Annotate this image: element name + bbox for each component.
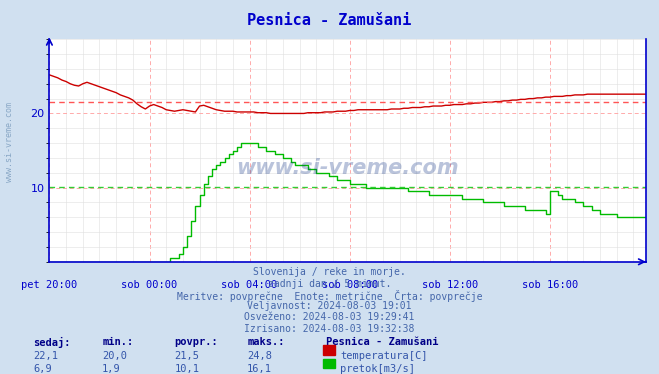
Text: Pesnica - Zamušani: Pesnica - Zamušani xyxy=(247,13,412,28)
Text: Slovenija / reke in morje.: Slovenija / reke in morje. xyxy=(253,267,406,278)
Text: sedaj:: sedaj: xyxy=(33,337,71,348)
Text: sob 08:00: sob 08:00 xyxy=(322,280,378,289)
Text: sob 16:00: sob 16:00 xyxy=(522,280,578,289)
Text: Meritve: povprečne  Enote: metrične  Črta: povprečje: Meritve: povprečne Enote: metrične Črta:… xyxy=(177,290,482,302)
Text: Izrisano: 2024-08-03 19:32:38: Izrisano: 2024-08-03 19:32:38 xyxy=(244,324,415,334)
Text: 20,0: 20,0 xyxy=(102,351,127,361)
Text: zadnji dan / 5 minut.: zadnji dan / 5 minut. xyxy=(268,279,391,289)
Text: www.si-vreme.com: www.si-vreme.com xyxy=(237,158,459,178)
Text: 1,9: 1,9 xyxy=(102,364,121,374)
Text: min.:: min.: xyxy=(102,337,133,347)
Text: Veljavnost: 2024-08-03 19:01: Veljavnost: 2024-08-03 19:01 xyxy=(247,301,412,311)
Text: sob 04:00: sob 04:00 xyxy=(221,280,277,289)
Text: povpr.:: povpr.: xyxy=(175,337,218,347)
Text: 22,1: 22,1 xyxy=(33,351,58,361)
Text: pretok[m3/s]: pretok[m3/s] xyxy=(340,364,415,374)
Text: 16,1: 16,1 xyxy=(247,364,272,374)
Text: sob 00:00: sob 00:00 xyxy=(121,280,178,289)
Text: Pesnica - Zamušani: Pesnica - Zamušani xyxy=(326,337,439,347)
Text: 21,5: 21,5 xyxy=(175,351,200,361)
Text: 24,8: 24,8 xyxy=(247,351,272,361)
Text: www.si-vreme.com: www.si-vreme.com xyxy=(5,102,14,182)
Text: pet 20:00: pet 20:00 xyxy=(21,280,78,289)
Text: sob 12:00: sob 12:00 xyxy=(422,280,478,289)
Text: Osveženo: 2024-08-03 19:29:41: Osveženo: 2024-08-03 19:29:41 xyxy=(244,312,415,322)
Text: temperatura[C]: temperatura[C] xyxy=(340,351,428,361)
Text: maks.:: maks.: xyxy=(247,337,285,347)
Text: 10,1: 10,1 xyxy=(175,364,200,374)
Text: 6,9: 6,9 xyxy=(33,364,51,374)
